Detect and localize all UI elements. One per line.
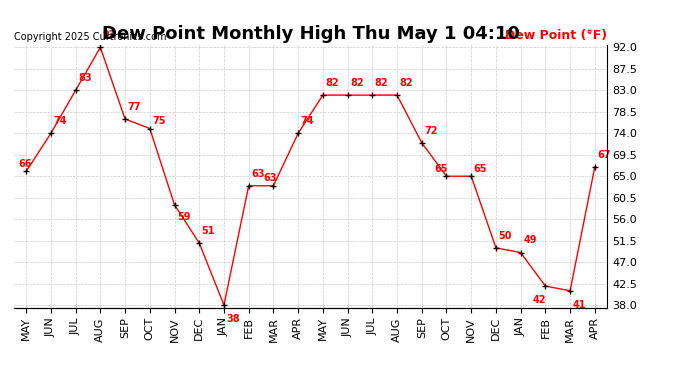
Text: 63: 63 [264, 173, 277, 183]
Text: Dew Point (°F): Dew Point (°F) [505, 29, 607, 42]
Text: 51: 51 [201, 226, 215, 236]
Text: 75: 75 [152, 116, 166, 126]
Text: Copyright 2025 Curtronics.com: Copyright 2025 Curtronics.com [14, 32, 166, 42]
Text: 82: 82 [326, 78, 339, 88]
Text: 49: 49 [523, 236, 537, 246]
Text: 41: 41 [573, 300, 586, 310]
Text: 92: 92 [103, 30, 117, 40]
Text: 74: 74 [301, 116, 314, 126]
Text: 83: 83 [78, 73, 92, 83]
Text: 77: 77 [128, 102, 141, 112]
Text: 50: 50 [498, 231, 512, 241]
Text: 82: 82 [350, 78, 364, 88]
Title: Dew Point Monthly High Thu May 1 04:10: Dew Point Monthly High Thu May 1 04:10 [101, 26, 520, 44]
Text: 38: 38 [226, 314, 240, 324]
Text: 82: 82 [375, 78, 388, 88]
Text: 65: 65 [474, 164, 487, 174]
Text: 74: 74 [53, 116, 67, 126]
Text: 72: 72 [424, 126, 437, 136]
Text: 59: 59 [177, 211, 190, 222]
Text: 65: 65 [434, 164, 448, 174]
Text: 42: 42 [533, 295, 546, 305]
Text: 67: 67 [598, 150, 611, 159]
Text: 82: 82 [400, 78, 413, 88]
Text: 63: 63 [251, 169, 265, 178]
Text: 66: 66 [19, 159, 32, 169]
